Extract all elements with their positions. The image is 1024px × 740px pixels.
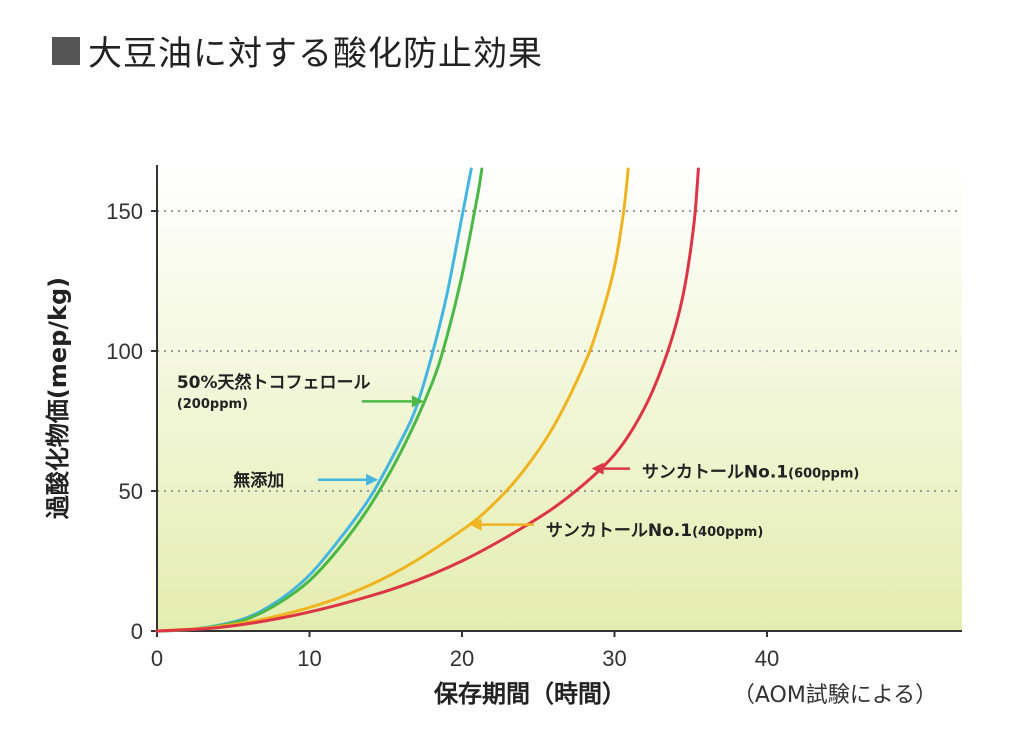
- series-line-3: [155, 167, 630, 633]
- series-annotation-1: 無添加: [233, 470, 379, 491]
- series-annotation-2: 50%天然トコフェロール (200ppm): [177, 372, 424, 412]
- annotation-label: サンカトールNo.1(400ppm): [546, 521, 763, 541]
- annotation-arrowhead-icon: [366, 473, 379, 486]
- annotation-arrowhead-icon: [591, 462, 604, 475]
- annotation-label: サンカトールNo.1(600ppm): [642, 462, 859, 482]
- x-axis-label: 保存期間（時間）: [433, 680, 626, 708]
- y-axis-label: 過酸化物価(mep/kg): [44, 277, 72, 519]
- annotation-arrowhead-icon: [411, 395, 424, 408]
- y-tick-label: 100: [106, 339, 143, 364]
- title-square-icon: [52, 36, 80, 65]
- x-tick-label: 10: [297, 646, 321, 671]
- x-axis-note: （AOM試験による）: [733, 683, 937, 708]
- page-title: 大豆油に対する酸化防止効果: [52, 26, 543, 75]
- x-tick-label: 30: [602, 646, 626, 671]
- annotation-label: 無添加: [233, 470, 284, 491]
- annotation-sublabel: (400ppm): [692, 525, 763, 540]
- annotation-sublabel: (200ppm): [177, 397, 248, 412]
- series-annotation-3: サンカトールNo.1(400ppm): [469, 518, 763, 541]
- y-tick-label: 0: [131, 619, 143, 644]
- annotation-sublabel: (600ppm): [788, 466, 859, 481]
- y-tick-label: 50: [119, 479, 143, 504]
- title-text: 大豆油に対する酸化防止効果: [88, 34, 543, 74]
- x-tick-label: 40: [755, 646, 779, 671]
- x-tick-label: 0: [151, 646, 163, 671]
- annotation-label: 50%天然トコフェロール: [177, 372, 371, 393]
- series-line-4: [155, 167, 700, 633]
- plot-background: [157, 165, 962, 631]
- x-tick-label: 20: [450, 646, 474, 671]
- series-annotation-4: サンカトールNo.1(600ppm): [591, 462, 859, 482]
- y-tick-label: 150: [106, 199, 143, 224]
- annotation-arrowhead-icon: [469, 518, 482, 531]
